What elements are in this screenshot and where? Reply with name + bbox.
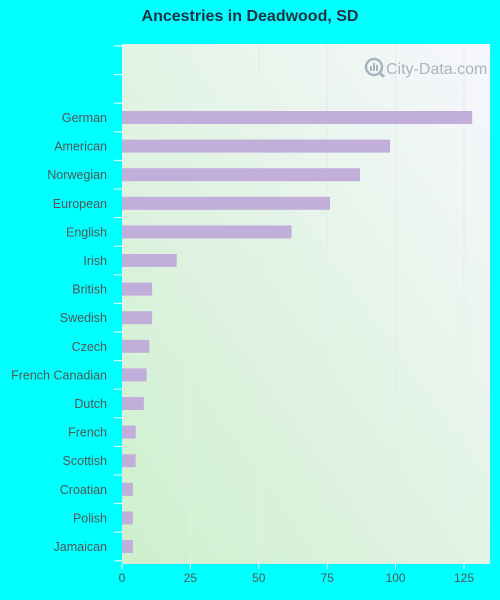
y-label-czech: Czech (72, 340, 107, 354)
y-label-dutch: Dutch (74, 397, 107, 411)
y-axis-labels: German American Norwegian European English Ir… (11, 111, 107, 554)
y-label-french-canadian: French Canadian (11, 368, 107, 382)
y-label-french: French (68, 426, 107, 440)
bars (122, 111, 473, 553)
bar-british (122, 282, 153, 296)
y-label-norwegian: Norwegian (47, 168, 107, 182)
x-label-50: 50 (252, 571, 266, 585)
bar-croatian (122, 482, 133, 496)
bar-european (122, 196, 330, 210)
bar-polish (122, 511, 133, 525)
bar-american (122, 139, 391, 153)
bar-czech (122, 339, 150, 353)
bar-swedish (122, 311, 153, 325)
y-axis-ticks (114, 45, 122, 562)
bar-french (122, 425, 136, 439)
bar-norwegian (122, 168, 361, 182)
y-label-english: English (66, 225, 107, 239)
x-label-0: 0 (119, 571, 126, 585)
bar-german (122, 111, 473, 124)
bar-english (122, 225, 292, 239)
y-label-polish: Polish (73, 511, 107, 525)
x-label-125: 125 (454, 571, 474, 585)
y-label-jamaican: Jamaican (54, 540, 108, 554)
bar-french-canadian (122, 368, 147, 382)
bar-jamaican (122, 540, 133, 553)
x-label-100: 100 (386, 571, 406, 585)
x-axis-labels: 0 25 50 75 100 125 (119, 564, 474, 585)
x-label-75: 75 (321, 571, 335, 585)
bar-irish (122, 254, 177, 267)
y-label-scottish: Scottish (63, 454, 108, 468)
y-label-german: German (62, 111, 107, 125)
bar-dutch (122, 397, 144, 410)
y-label-irish: Irish (83, 254, 107, 268)
bar-scottish (122, 454, 136, 468)
y-label-european: European (53, 197, 107, 211)
y-label-swedish: Swedish (60, 311, 107, 325)
plot-background (122, 44, 490, 564)
watermark: City-Data.com (364, 57, 487, 79)
y-label-british: British (72, 283, 107, 297)
x-label-25: 25 (184, 571, 198, 585)
gridlines (189, 44, 465, 564)
y-label-american: American (54, 140, 107, 154)
chart-title: Ancestries in Deadwood, SD (141, 8, 359, 25)
watermark-text: City-Data.com (386, 61, 487, 78)
city-data-logo-icon (364, 57, 386, 79)
y-label-croatian: Croatian (60, 483, 107, 497)
